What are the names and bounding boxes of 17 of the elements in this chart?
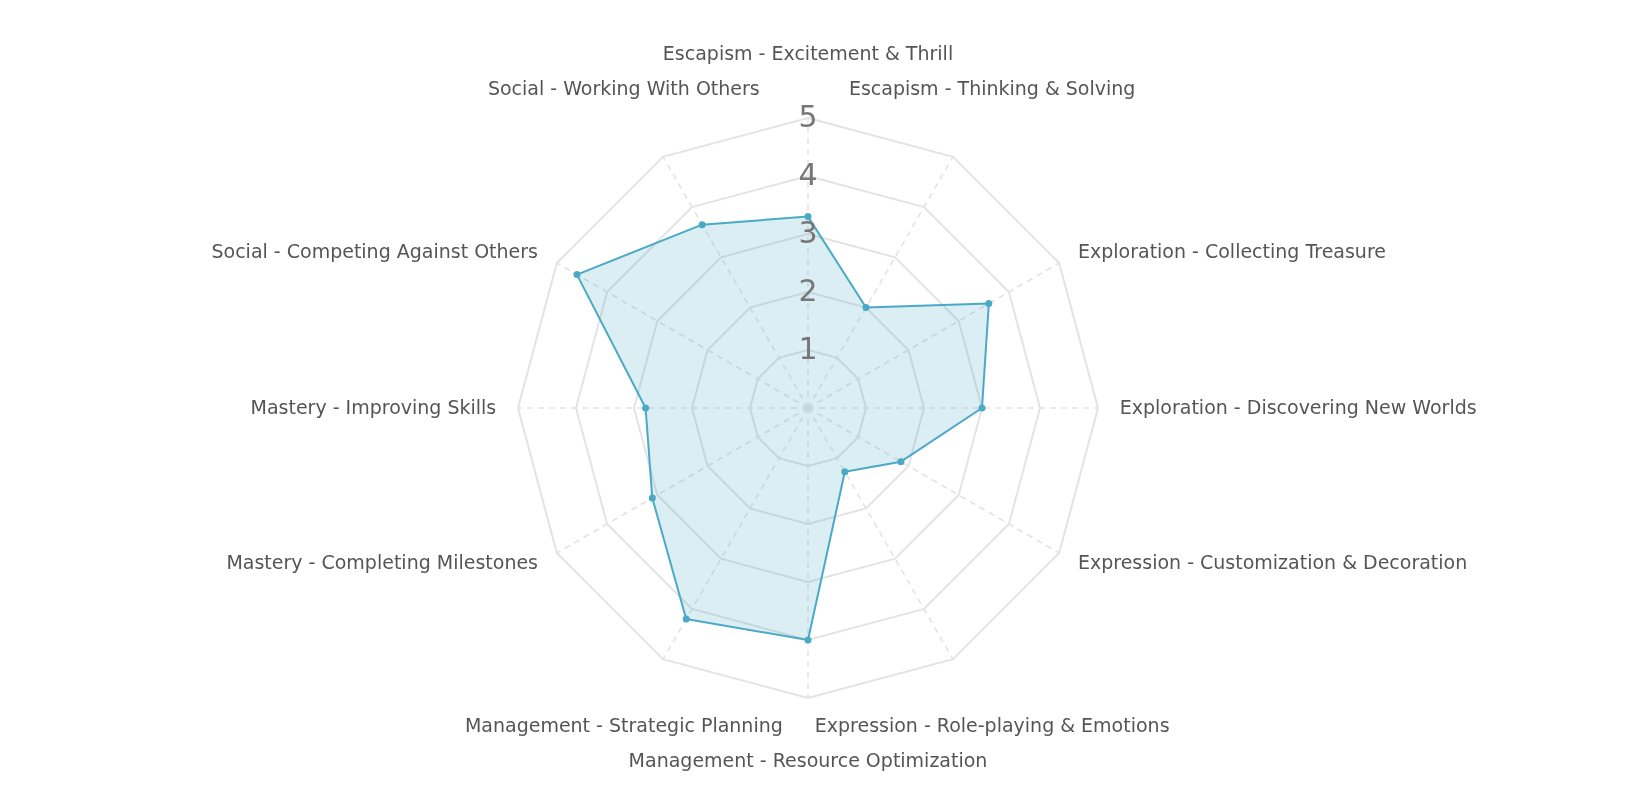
y-tick-label: 1 bbox=[798, 330, 818, 366]
spoke-label: Exploration - Collecting Treasure bbox=[1077, 239, 1387, 262]
spoke-label: Escapism - Thinking & Solving bbox=[848, 76, 1136, 99]
spoke-label: Social - Working With Others bbox=[487, 76, 760, 99]
y-tick-label: 5 bbox=[798, 98, 818, 134]
spoke-label: Expression - Customization & Decoration bbox=[1077, 551, 1468, 574]
y-tick-label: 2 bbox=[798, 272, 818, 308]
spoke-label: Social - Competing Against Others bbox=[211, 239, 539, 262]
y-tick-label: 3 bbox=[798, 214, 818, 250]
spoke-label: Exploration - Discovering New Worlds bbox=[1119, 395, 1477, 418]
spoke-label: Mastery - Improving Skills bbox=[250, 395, 497, 418]
y-tick-label: 4 bbox=[798, 156, 818, 192]
spoke-label: Management - Resource Optimization bbox=[628, 749, 988, 772]
spoke-label: Mastery - Completing Milestones bbox=[226, 551, 539, 574]
spoke-label: Management - Strategic Planning bbox=[464, 714, 783, 737]
spoke-label: Escapism - Excitement & Thrill bbox=[662, 41, 954, 64]
spoke-label: Expression - Role-playing & Emotions bbox=[814, 714, 1170, 737]
